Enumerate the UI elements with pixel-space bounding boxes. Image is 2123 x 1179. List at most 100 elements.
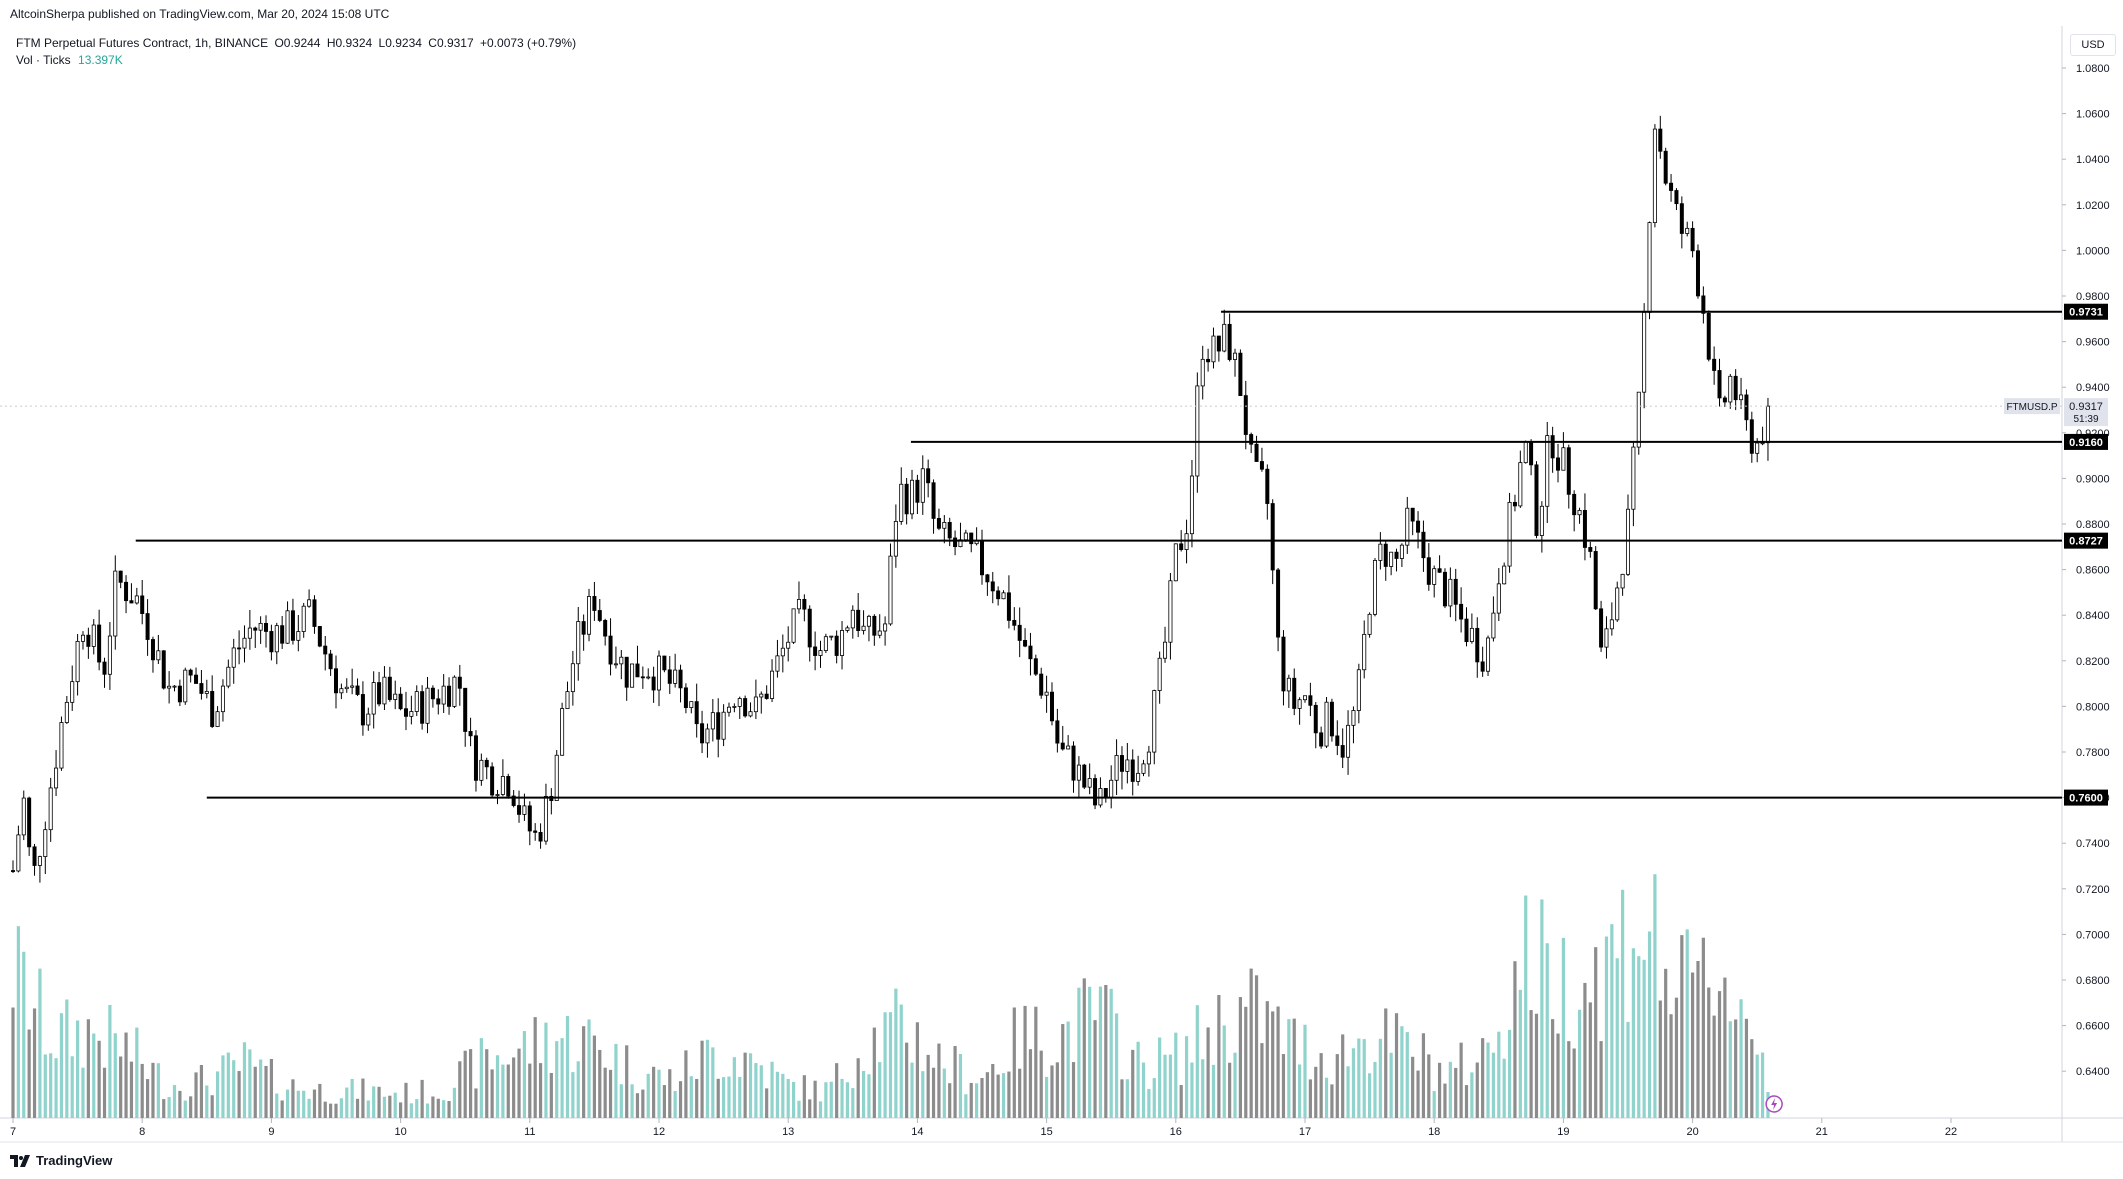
candle (1367, 613, 1372, 635)
candle (226, 666, 231, 687)
y-tick-label: 1.0800 (2076, 63, 2110, 75)
candle (307, 599, 312, 607)
volume-bar (754, 1063, 758, 1118)
candle (1313, 704, 1318, 734)
candle (333, 668, 338, 694)
candle (247, 627, 252, 639)
volume-bar (1513, 961, 1517, 1118)
volume-bar (571, 1072, 575, 1118)
volume-bar (592, 1035, 596, 1118)
volume-bar (1707, 987, 1711, 1118)
candle (274, 625, 279, 653)
symbol-title[interactable]: FTM Perpetual Futures Contract, 1h, BINA… (16, 36, 269, 50)
candle (204, 691, 209, 694)
candle (619, 656, 624, 665)
plot-area[interactable] (0, 26, 2062, 1118)
volume-bar (662, 1085, 666, 1118)
x-tick-label: 19 (1557, 1126, 1569, 1138)
candle (1033, 658, 1038, 675)
y-tick-label: 1.0000 (2076, 245, 2110, 257)
volume-bar (775, 1071, 780, 1118)
candle (457, 676, 462, 689)
candle (1157, 657, 1162, 691)
lightning-glyph (1771, 1098, 1778, 1110)
volume-bar (1324, 1077, 1329, 1118)
candle (1722, 397, 1727, 403)
candle (597, 610, 602, 621)
candle (479, 759, 484, 781)
volume-bar (388, 1095, 392, 1118)
volume-bar (1045, 1076, 1049, 1118)
volume-bar (905, 1042, 909, 1118)
candle (904, 483, 909, 515)
candle (1744, 394, 1749, 421)
volume-bar (1647, 931, 1652, 1118)
volume-bar (237, 1071, 241, 1118)
volume-bar (1082, 978, 1086, 1118)
candle (1281, 636, 1286, 692)
candle (495, 794, 500, 796)
candle (1039, 673, 1044, 696)
volume-bar (1583, 982, 1587, 1118)
candle (1448, 578, 1453, 607)
currency-button[interactable]: USD (2070, 34, 2116, 56)
volume-bar (953, 1046, 957, 1118)
y-tick-label: 1.0400 (2076, 154, 2110, 166)
volume-bar (625, 1045, 629, 1118)
volume-bar (259, 1059, 263, 1118)
volume-bar (1254, 975, 1259, 1118)
volume-bar (899, 1004, 903, 1118)
volume-bar (910, 1062, 914, 1118)
candle (1577, 510, 1582, 516)
volume-bar (1028, 1049, 1033, 1118)
candle (194, 674, 199, 684)
y-tick-label: 0.8000 (2076, 701, 2110, 713)
volume-bar (689, 1076, 693, 1118)
volume-bar (420, 1079, 424, 1118)
candle (517, 805, 522, 815)
candle (802, 599, 807, 610)
volume-bar (512, 1057, 516, 1118)
volume-bar (1486, 1042, 1490, 1118)
volume-bar (678, 1081, 683, 1118)
candle (1351, 710, 1356, 726)
y-tick-label: 0.9800 (2076, 291, 2110, 303)
volume-bar (996, 1074, 1000, 1118)
candle (1383, 543, 1388, 567)
y-tick-label: 0.8200 (2076, 656, 2110, 668)
volume-bar (1556, 1033, 1560, 1118)
candle (1270, 503, 1275, 571)
candle (764, 693, 769, 699)
candle (1599, 608, 1604, 648)
volume-bar (1599, 1041, 1603, 1118)
candle (883, 623, 888, 632)
volume-bar (818, 1101, 823, 1118)
volume-bar (452, 1087, 457, 1118)
x-tick-label: 21 (1816, 1126, 1828, 1138)
volume-bar (1190, 1062, 1194, 1118)
volume-bar (129, 1061, 134, 1118)
volume-bar (1330, 1084, 1334, 1118)
candle (1195, 385, 1200, 477)
x-tick-label: 12 (653, 1126, 665, 1138)
volume-bar (372, 1086, 376, 1118)
volume-bar (1378, 1038, 1382, 1118)
candle (603, 620, 608, 637)
candle (1227, 323, 1232, 360)
candle (172, 685, 177, 688)
price-tag-bg (2064, 398, 2108, 427)
volume-label[interactable]: Vol · Ticks (16, 53, 71, 67)
volume-value: 13.397K (78, 53, 123, 67)
volume-bar (1594, 947, 1598, 1118)
volume-bar (1658, 1000, 1662, 1118)
candle (587, 596, 592, 635)
candle (264, 622, 269, 632)
footer-brand[interactable]: TradingView (10, 1153, 112, 1168)
volume-bar (189, 1096, 193, 1118)
volume-bar (722, 1077, 726, 1118)
volume-bar (802, 1075, 806, 1118)
candle (177, 685, 182, 703)
volume-bar (700, 1040, 704, 1118)
candle (570, 663, 575, 693)
